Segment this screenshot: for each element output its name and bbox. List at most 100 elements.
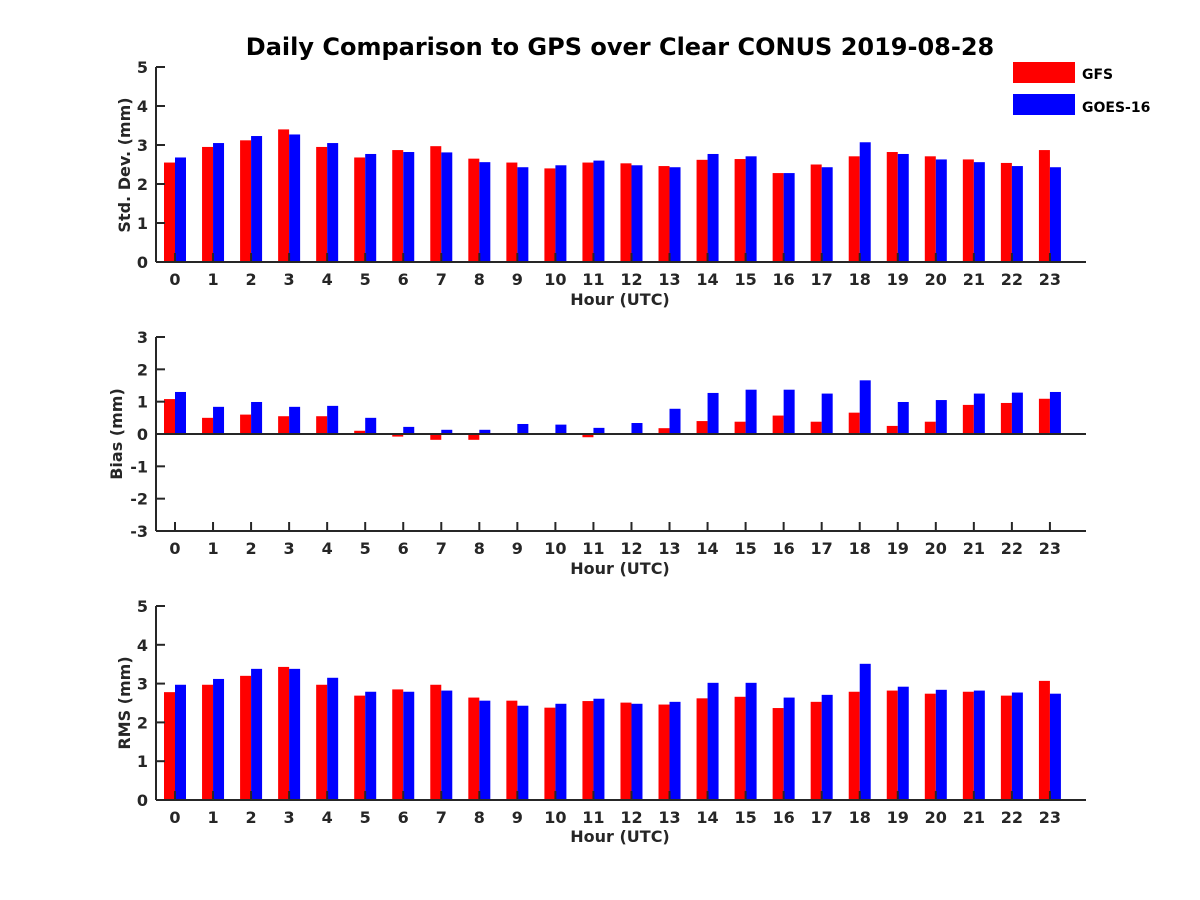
rms-bar-gfs-20 [924, 693, 936, 800]
std-dev-bar-gfs-3 [278, 129, 290, 262]
rms-xtick-label: 14 [696, 808, 718, 827]
std-dev-xtick-label: 0 [169, 270, 180, 289]
bias-bar-goes16-18 [859, 380, 871, 434]
legend: GFS GOES-16 [1013, 62, 1150, 116]
rms-bar-gfs-3 [278, 666, 290, 800]
rms-bar-goes16-16 [783, 697, 795, 800]
std-dev-bar-gfs-18 [848, 156, 860, 262]
bias-xtick-label: 19 [887, 539, 909, 558]
std-dev-xtick-label: 21 [963, 270, 985, 289]
bias-bar-gfs-13 [658, 428, 670, 434]
rms-xtick-label: 0 [169, 808, 180, 827]
rms-xtick-label: 8 [474, 808, 485, 827]
std-dev-bar-goes16-22 [1011, 166, 1023, 262]
rms-bar-goes16-12 [631, 703, 643, 800]
std-dev-xlabel: Hour (UTC) [570, 290, 670, 309]
bias-bar-goes16-10 [555, 424, 567, 434]
bias-ytick-label: 1 [137, 393, 148, 412]
bias-ytick-label: 3 [137, 328, 148, 347]
rms-bar-gfs-1 [202, 684, 214, 800]
std-dev-bar-goes16-14 [707, 153, 719, 262]
std-dev-bar-gfs-19 [886, 152, 898, 262]
std-dev-bar-goes16-7 [441, 152, 453, 262]
bias-bar-gfs-0 [164, 399, 175, 434]
bias-bar-gfs-1 [202, 417, 214, 434]
rms-bar-goes16-19 [897, 686, 909, 800]
bias-bar-goes16-4 [327, 405, 339, 434]
std-dev-bar-gfs-14 [696, 159, 708, 262]
bias-bar-goes16-2 [251, 401, 263, 434]
rms-bar-gfs-16 [772, 708, 784, 800]
bias-xtick-label: 11 [582, 539, 604, 558]
bias-bar-goes16-20 [935, 400, 947, 434]
std-dev-bar-goes16-9 [517, 167, 529, 262]
bias-xtick-label: 13 [658, 539, 680, 558]
bias-bar-gfs-5 [354, 430, 366, 434]
legend-swatch-gfs [1013, 62, 1075, 83]
rms-bar-goes16-4 [327, 677, 339, 800]
rms-xtick-label: 15 [734, 808, 756, 827]
bias-xtick-label: 6 [398, 539, 409, 558]
rms-xtick-label: 4 [322, 808, 333, 827]
std-dev-bar-gfs-2 [240, 140, 252, 262]
bias-bar-goes16-5 [365, 417, 377, 434]
rms-xtick-label: 19 [887, 808, 909, 827]
std-dev-xtick-label: 23 [1039, 270, 1061, 289]
bias-xtick-label: 15 [734, 539, 756, 558]
std-dev-bar-gfs-6 [392, 150, 404, 262]
bias-ytick-label: -1 [130, 457, 148, 476]
bias-ylabel: Bias (mm) [107, 388, 126, 480]
rms-bar-gfs-13 [658, 704, 670, 800]
rms-bar-gfs-5 [354, 695, 366, 800]
chart-title: Daily Comparison to GPS over Clear CONUS… [246, 33, 994, 61]
std-dev-ytick-label: 1 [137, 214, 148, 233]
rms-bar-goes16-3 [289, 668, 301, 800]
rms-bar-goes16-11 [593, 698, 605, 800]
bias-bar-goes16-23 [1049, 391, 1061, 434]
std-dev-bar-gfs-23 [1038, 150, 1050, 262]
bias-xtick-label: 18 [849, 539, 871, 558]
std-dev-bar-gfs-5 [354, 157, 366, 262]
bias-bar-gfs-17 [810, 421, 822, 434]
rms-bar-gfs-9 [506, 700, 518, 800]
rms-bar-goes16-14 [707, 682, 719, 800]
std-dev-xtick-label: 19 [887, 270, 909, 289]
rms-bar-gfs-19 [886, 690, 898, 800]
rms-bar-gfs-4 [316, 684, 328, 800]
rms-bar-gfs-14 [696, 698, 708, 800]
std-dev-bar-goes16-3 [289, 134, 301, 262]
std-dev-bar-gfs-7 [430, 146, 442, 262]
std-dev-xtick-label: 6 [398, 270, 409, 289]
rms-bar-gfs-15 [734, 696, 746, 800]
std-dev-bar-goes16-0 [175, 157, 186, 262]
std-dev-xtick-label: 16 [773, 270, 795, 289]
bias-bar-goes16-15 [745, 389, 757, 434]
bias-xtick-label: 23 [1039, 539, 1061, 558]
bias-bar-gfs-15 [734, 421, 746, 434]
bias-bar-goes16-7 [441, 429, 453, 434]
std-dev-bar-goes16-15 [745, 156, 757, 262]
bias-xtick-label: 22 [1001, 539, 1023, 558]
bias-xtick-label: 16 [773, 539, 795, 558]
std-dev-ytick-label: 5 [137, 58, 148, 77]
std-dev-bar-gfs-13 [658, 166, 670, 262]
bias-bar-gfs-22 [1000, 402, 1012, 434]
rms-ytick-label: 4 [137, 636, 148, 655]
bias-bar-gfs-23 [1038, 398, 1050, 434]
bias-bar-gfs-19 [886, 425, 898, 434]
rms-xtick-label: 18 [849, 808, 871, 827]
std-dev-xtick-label: 15 [734, 270, 756, 289]
bias-xtick-label: 2 [246, 539, 257, 558]
rms-bar-gfs-7 [430, 684, 442, 800]
rms-xtick-label: 13 [658, 808, 680, 827]
std-dev-xtick-label: 12 [620, 270, 642, 289]
bias-bar-gfs-16 [772, 415, 784, 434]
rms-bar-goes16-5 [365, 691, 377, 800]
rms-xtick-label: 1 [207, 808, 218, 827]
rms-xtick-label: 22 [1001, 808, 1023, 827]
std-dev-bar-goes16-5 [365, 153, 377, 262]
bias-bar-goes16-16 [783, 389, 795, 434]
bias-bar-gfs-3 [278, 416, 290, 434]
bias-bar-goes16-14 [707, 392, 719, 434]
